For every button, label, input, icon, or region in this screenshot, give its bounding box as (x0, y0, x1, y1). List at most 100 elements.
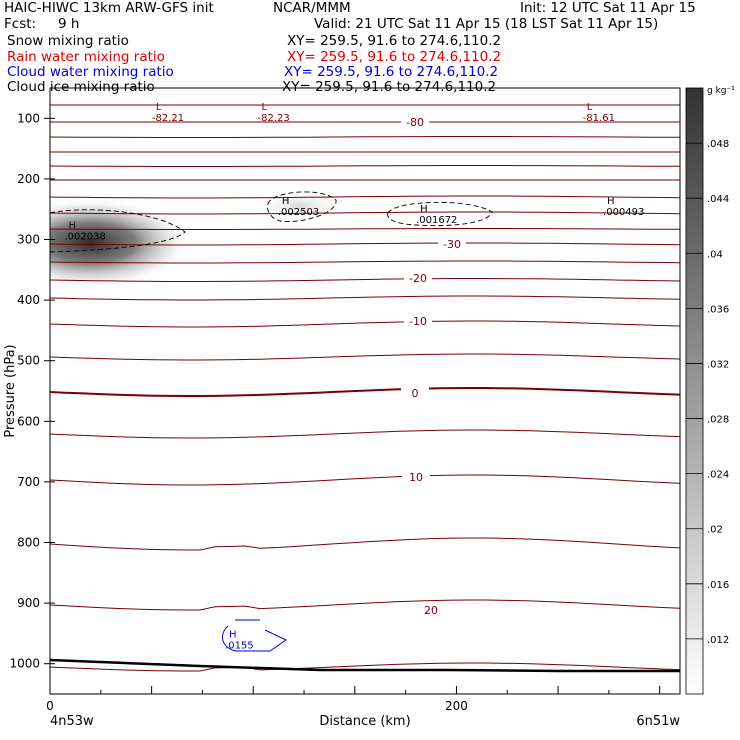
cloud-ice-contour (267, 191, 337, 222)
temperature-contour (50, 474, 680, 486)
y-tick-label: 900 (17, 596, 40, 610)
colorbar-tick-label: .036 (707, 304, 729, 315)
y-tick-label: 800 (17, 536, 40, 550)
temperature-extreme-value: -81.61 (583, 113, 615, 124)
forecast-label: Fcst: (4, 16, 37, 32)
y-tick-label: 200 (17, 172, 40, 186)
field-xy: XY= 259.5, 91.6 to 274.6,110.2 (287, 33, 502, 49)
temperature-contour (50, 165, 680, 167)
cloud-water-contour (221, 619, 287, 652)
temperature-contour (50, 211, 680, 215)
temperature-contour-label: 0 (412, 387, 419, 400)
temperature-contour (50, 260, 680, 264)
colorbar-tick-label: .032 (707, 359, 729, 370)
temperature-contour (50, 387, 680, 397)
field-name: Cloud water mixing ratio (7, 64, 174, 80)
colorbar-tick-label: .028 (707, 415, 729, 426)
cloud-water-extreme-value: .0155 (225, 640, 254, 651)
snow-extreme-marker: H (68, 220, 76, 231)
cloud-ice-contours (50, 191, 493, 253)
contour-label-bg (438, 238, 466, 251)
y-tick-label: 300 (17, 233, 40, 247)
cloud-water-extreme-marker: H (229, 629, 237, 640)
temperature-contour (50, 195, 680, 199)
distance-axis-ticks: 0 200 (46, 686, 661, 713)
chart-center-title: NCAR/MMM (273, 0, 351, 16)
snow-shading-max (50, 198, 190, 288)
y-tick-label: 500 (17, 354, 40, 368)
temperature-contour (50, 228, 680, 230)
y-tick-label: 700 (17, 475, 40, 489)
snow-extreme-marker: H (420, 204, 428, 215)
snow-extreme-value: .002503 (278, 207, 319, 218)
colorbar-tick-label: .048 (707, 139, 729, 150)
terrain-surface (50, 658, 680, 673)
colorbar-tick-label: .044 (707, 194, 729, 205)
plot-frame (49, 87, 681, 695)
field-name: Rain water mixing ratio (7, 49, 165, 65)
temperature-extreme-value: -82.23 (258, 113, 290, 124)
colorbar-tick-label: .02 (707, 525, 723, 536)
temperature-contour (50, 429, 680, 439)
temperature-contour-label: 10 (409, 471, 423, 484)
snow-shading-weak (255, 188, 345, 224)
colorbar (685, 87, 704, 695)
temperature-extreme-value: -82.21 (152, 113, 184, 124)
contour-label-bg (404, 272, 432, 285)
field-xy: XY= 259.5, 91.6 to 274.6,110.2 (284, 64, 499, 80)
cloud-ice-contour (387, 201, 493, 227)
colorbar-unit: g kg⁻¹ (707, 86, 735, 96)
temperature-contour (50, 662, 680, 672)
init-time: Init: 12 UTC Sat 11 Apr 15 (520, 0, 696, 16)
cloud-ice-contour (50, 209, 186, 253)
forecast-value: 9 h (58, 16, 80, 32)
x-tick-label: 200 (445, 699, 468, 713)
contour-label-bg (402, 471, 430, 484)
colorbar-tick-label: .024 (707, 470, 729, 481)
y-axis-label: Pressure (hPa) (3, 344, 18, 437)
snow-extreme-marker: H (282, 196, 290, 207)
temperature-contour-label: -20 (409, 272, 427, 285)
temperature-extreme-marker: L (156, 102, 162, 113)
y-tick-label: 600 (17, 414, 40, 428)
temperature-contour (50, 599, 680, 611)
colorbar-ticks: .012 .016 .02 .024 .028 .032 .036 .04 .044 .048 (686, 139, 729, 646)
temperature-contour (50, 295, 680, 301)
valid-time: Valid: 21 UTC Sat 11 Apr 15 (18 LST Sat … (314, 16, 659, 32)
x-axis-label: Distance (km) (319, 714, 410, 729)
temperature-contour (50, 278, 680, 282)
temperature-contour-label: 20 (424, 604, 438, 617)
contour-label-bg (401, 116, 429, 129)
temperature-contour (50, 537, 680, 551)
colorbar-tick-label: .04 (707, 249, 723, 260)
colorbar-tick-label: .012 (707, 635, 729, 646)
field-name: Snow mixing ratio (7, 33, 129, 49)
y-tick-label: 100 (17, 111, 40, 125)
colorbar-tick-label: .016 (707, 580, 729, 591)
x-start-label: 4n53w (50, 714, 94, 729)
x-tick-label: 0 (46, 699, 54, 713)
snow-extreme-value: .000493 (603, 207, 644, 218)
temperature-extreme-marker: L (262, 102, 268, 113)
x-end-label: 6n51w (636, 714, 680, 729)
field-xy: XY= 259.5, 91.6 to 274.6,110.2 (287, 49, 502, 65)
contour-label-bg (404, 315, 432, 328)
field-xy: XY= 259.5, 91.6 to 274.6,110.2 (282, 79, 497, 95)
temperature-contour-label: -10 (409, 315, 427, 328)
field-name: Cloud ice mixing ratio (7, 79, 155, 95)
snow-extreme-marker: H (607, 196, 615, 207)
temperature-contour-label: -80 (406, 116, 424, 129)
temperature-contours: -80 -30 -20 -10 0 10 20 (50, 104, 680, 672)
y-tick-label: 400 (17, 293, 40, 307)
temperature-extreme-marker: L (587, 102, 593, 113)
snow-extreme-value: .002038 (64, 231, 105, 242)
temperature-contour (50, 136, 680, 138)
temperature-contour (50, 320, 680, 328)
pressure-axis-ticks: 100 200 300 400 500 600 700 800 900 1000 (9, 111, 55, 671)
contour-label-bg (401, 387, 429, 400)
temperature-contour (50, 242, 680, 246)
snow-extreme-value: .001672 (416, 215, 457, 226)
temperature-contour (50, 353, 680, 361)
